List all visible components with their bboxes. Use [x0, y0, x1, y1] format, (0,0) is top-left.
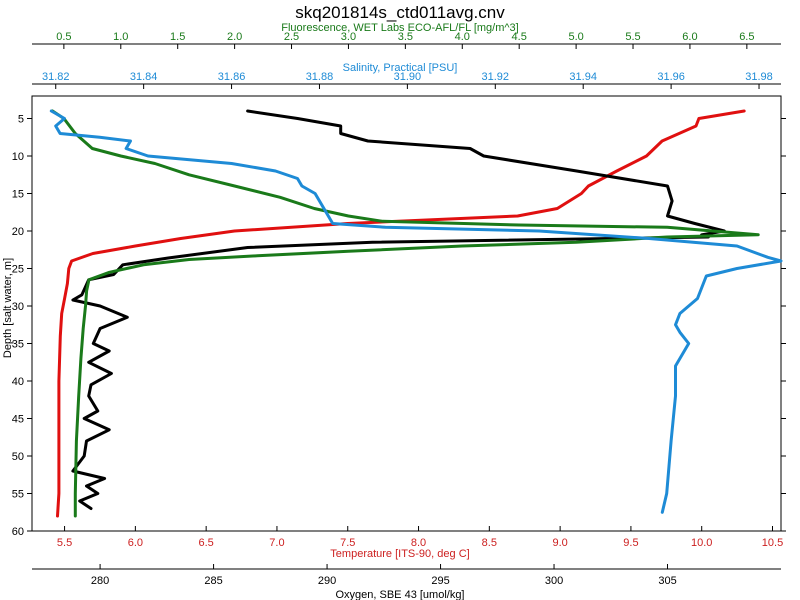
sal-tick-label: 31.84 — [130, 71, 158, 83]
fluor-tick-label: 5.5 — [625, 31, 640, 43]
sal-tick-label: 31.86 — [218, 71, 246, 83]
fluorescence-line — [51, 109, 760, 518]
sal-tick-label: 31.96 — [657, 71, 685, 83]
depth-tick-label: 5 — [18, 114, 24, 126]
temp-tick-label: 6.0 — [128, 537, 143, 549]
fluor-tick-label: 6.5 — [739, 31, 754, 43]
fluor-tick-label: 4.5 — [512, 31, 527, 43]
oxygen-line — [71, 109, 726, 510]
salinity-axis-title: Salinity, Practical [PSU] — [343, 62, 458, 74]
temp-tick-label: 10.0 — [691, 537, 712, 549]
sal-tick-label: 31.98 — [745, 71, 773, 83]
depth-tick-label: 45 — [12, 414, 24, 426]
fluor-tick-label: 0.5 — [56, 31, 71, 43]
depth-axis-title: Depth [salt water, m] — [2, 258, 14, 358]
temp-tick-label: 5.5 — [57, 537, 72, 549]
fluor-tick-label: 3.0 — [341, 31, 356, 43]
fluor-tick-label: 3.5 — [398, 31, 413, 43]
temp-tick-label: 8.0 — [411, 537, 426, 549]
depth-tick-label: 25 — [12, 264, 24, 276]
temp-tick-label: 9.5 — [623, 537, 638, 549]
sal-tick-label: 31.90 — [394, 71, 422, 83]
salinity-line — [49, 109, 783, 514]
depth-tick-label: 40 — [12, 376, 24, 388]
depth-tick-label: 20 — [12, 226, 24, 238]
fluor-tick-label: 6.0 — [682, 31, 697, 43]
series-layer — [49, 109, 783, 518]
oxy-tick-label: 305 — [658, 575, 676, 587]
depth-tick-label: 30 — [12, 301, 24, 313]
chart-title: skq201814s_ctd011avg.cnv — [295, 3, 505, 22]
fluor-tick-label: 1.0 — [113, 31, 128, 43]
depth-tick-label: 50 — [12, 451, 24, 463]
oxy-tick-label: 295 — [431, 575, 449, 587]
temp-tick-label: 10.5 — [762, 537, 783, 549]
temp-tick-label: 7.0 — [269, 537, 284, 549]
tick-layer: 0.5 1.0 1.5 2.0 2.5 3.0 3.5 4.0 4.5 5.0 5.5 6.0 6.5 3… — [12, 31, 786, 587]
temperature-line — [56, 109, 746, 518]
depth-tick-label: 10 — [12, 151, 24, 163]
fluor-tick-label: 2.0 — [227, 31, 242, 43]
depth-tick-label: 35 — [12, 339, 24, 351]
sal-tick-label: 31.92 — [482, 71, 510, 83]
fluor-tick-label: 1.5 — [170, 31, 185, 43]
oxy-tick-label: 280 — [91, 575, 109, 587]
sal-tick-label: 31.88 — [306, 71, 334, 83]
depth-tick-label: 60 — [12, 526, 24, 538]
oxygen-axis-title: Oxygen, SBE 43 [umol/kg] — [335, 589, 464, 600]
temp-tick-label: 9.0 — [552, 537, 567, 549]
oxy-tick-label: 290 — [318, 575, 336, 587]
sal-tick-label: 31.82 — [42, 71, 70, 83]
oxy-tick-label: 285 — [204, 575, 222, 587]
temp-tick-label: 6.5 — [199, 537, 214, 549]
temperature-axis-title: Temperature [ITS-90, deg C] — [330, 548, 469, 560]
fluorescence-axis-title: Fluorescence, WET Labs ECO-AFL/FL [mg/m^… — [281, 22, 518, 34]
depth-tick-label: 55 — [12, 489, 24, 501]
temp-tick-label: 7.5 — [340, 537, 355, 549]
fluor-tick-label: 2.5 — [284, 31, 299, 43]
depth-tick-label: 15 — [12, 189, 24, 201]
plot-frame — [31, 95, 782, 532]
oxy-tick-label: 300 — [545, 575, 563, 587]
temp-tick-label: 8.5 — [482, 537, 497, 549]
sal-tick-label: 31.94 — [569, 71, 597, 83]
fluor-tick-label: 4.0 — [455, 31, 470, 43]
fluor-tick-label: 5.0 — [568, 31, 583, 43]
